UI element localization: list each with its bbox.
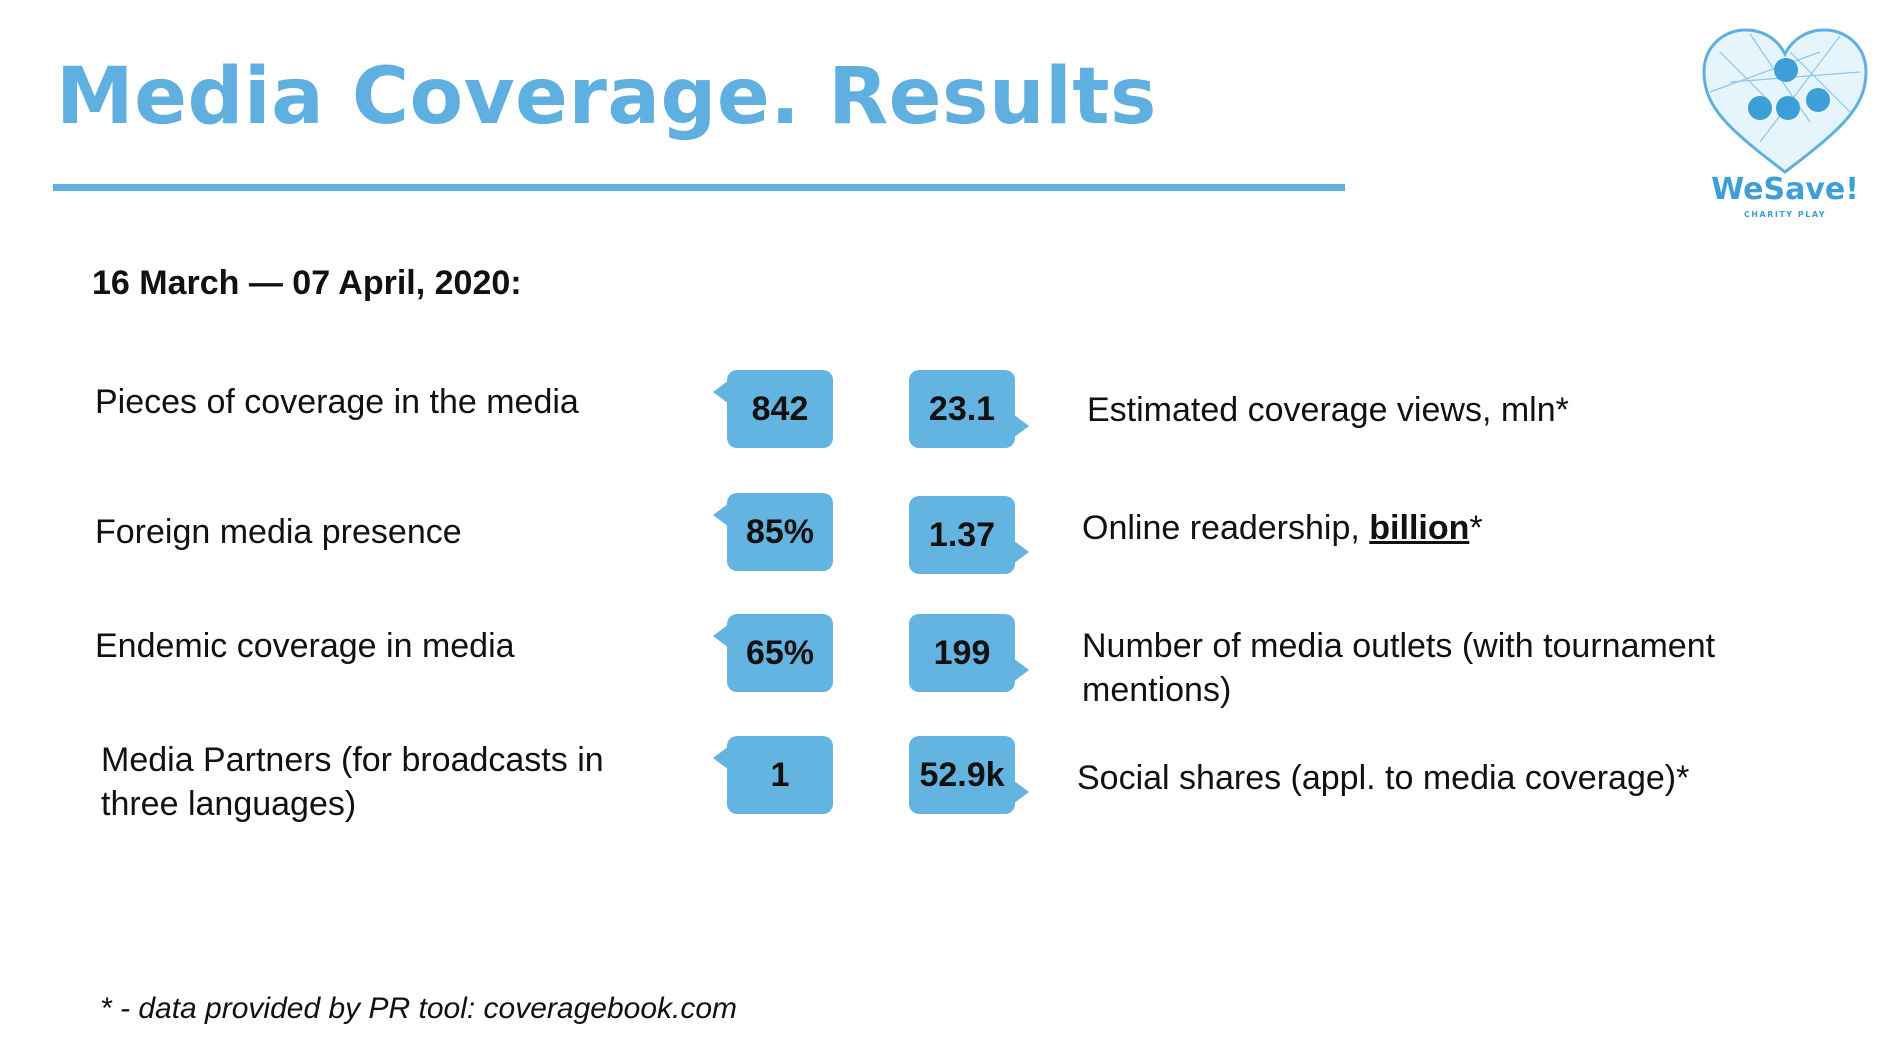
metric-label-coverage-views: Estimated coverage views, mln* [1087, 391, 1569, 429]
value-bubble-coverage-views: 23.1 [909, 370, 1029, 448]
value-bubble-media-outlets: 199 [909, 614, 1029, 692]
footnote: * - data provided by PR tool: coveragebo… [100, 992, 738, 1025]
value-bubble-endemic-coverage: 65% [713, 614, 833, 692]
metric-label-media-partners: Media Partners (for broadcasts in three … [101, 741, 604, 823]
value-bubble-coverage-pieces: 842 [713, 370, 833, 448]
page-title: Media Coverage. Results [56, 52, 1157, 142]
title-underline [53, 184, 1345, 191]
value-bubble-online-readership: 1.37 [909, 496, 1029, 574]
metric-label-online-readership: Online readership, billion* [1082, 509, 1483, 547]
logo-wordmark: WeSave! [1711, 172, 1859, 207]
metric-label-endemic-coverage: Endemic coverage in media [95, 627, 515, 665]
value-bubble-media-partners: 1 [713, 736, 833, 814]
metric-label-social-shares: Social shares (appl. to media coverage)* [1077, 759, 1690, 797]
metric-label-media-outlets: Number of media outlets (with tournament… [1082, 627, 1716, 709]
value-bubble-foreign-media: 85% [713, 493, 833, 571]
logo-tagline: CHARITY PLAY [1743, 210, 1827, 219]
heart-logo-icon [1702, 28, 1868, 174]
metric-label-foreign-media: Foreign media presence [95, 513, 462, 551]
emphasis-billion: billion [1369, 509, 1470, 547]
value-bubble-social-shares: 52.9k [909, 736, 1029, 814]
date-range: 16 March — 07 April, 2020: [92, 264, 522, 302]
metric-label-coverage-pieces: Pieces of coverage in the media [95, 383, 579, 421]
